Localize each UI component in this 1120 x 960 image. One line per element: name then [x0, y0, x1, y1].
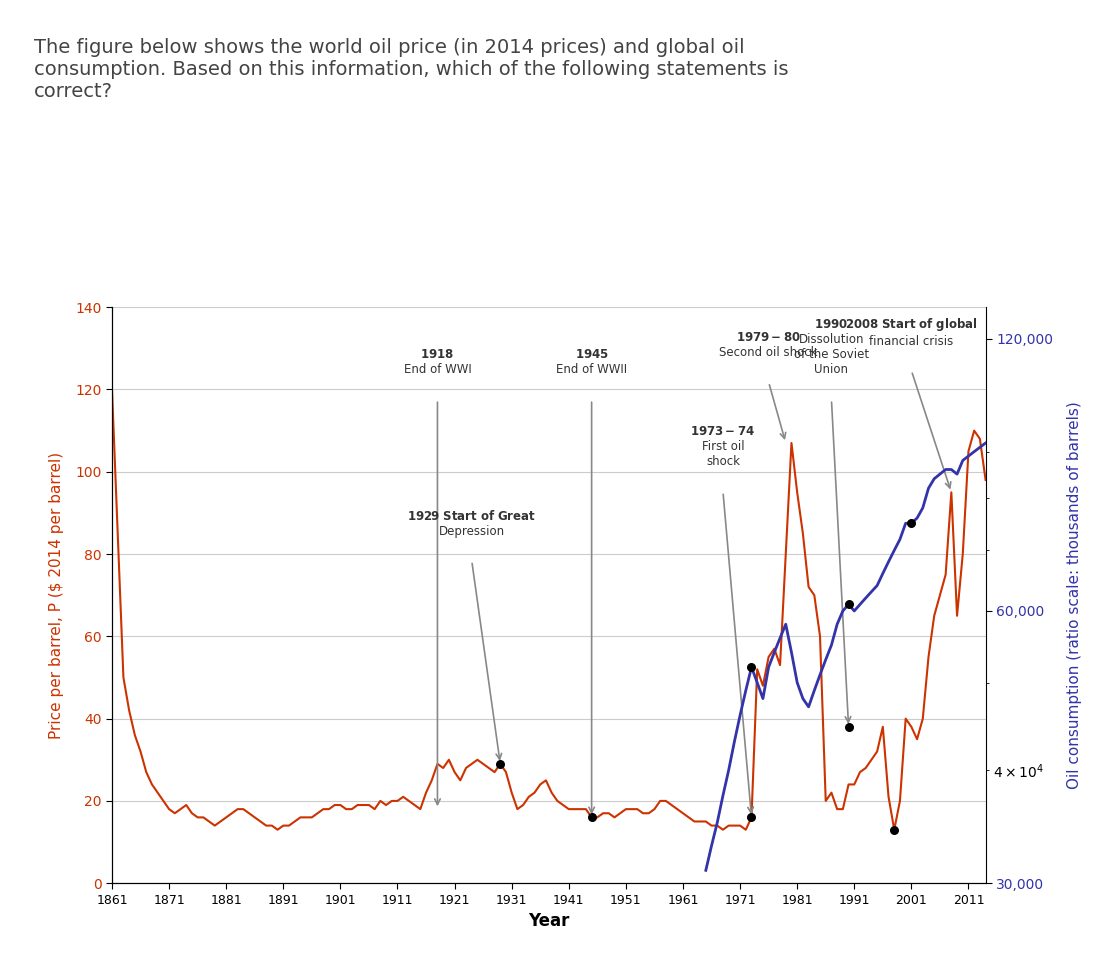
Point [743, 809, 760, 825]
Text: $\bf{1929\ Start\ of\ Great}$
Depression: $\bf{1929\ Start\ of\ Great}$ Depression [408, 509, 536, 538]
Point [885, 822, 903, 837]
Point [903, 516, 921, 531]
Point [582, 809, 600, 825]
Point [492, 756, 510, 772]
Text: $\bf{1979-80}$
Second oil shock: $\bf{1979-80}$ Second oil shock [719, 331, 818, 359]
Text: $\bf{1918}$
End of WWI: $\bf{1918}$ End of WWI [403, 348, 472, 376]
Text: $\bf{1945}$
End of WWII: $\bf{1945}$ End of WWII [556, 348, 627, 376]
Text: $\bf{1973-74}$
First oil
shock: $\bf{1973-74}$ First oil shock [690, 425, 756, 468]
Text: $\bf{1990}$
Dissolution
of the Soviet
Union: $\bf{1990}$ Dissolution of the Soviet Un… [794, 319, 869, 376]
Point [840, 597, 858, 612]
Point [840, 719, 858, 734]
Point [743, 660, 760, 675]
Text: $\bf{2008\ Start\ of\ global}$
financial crisis: $\bf{2008\ Start\ of\ global}$ financial… [846, 316, 978, 348]
X-axis label: Year: Year [529, 912, 569, 930]
Text: The figure below shows the world oil price (in 2014 prices) and global oil
consu: The figure below shows the world oil pri… [34, 38, 788, 102]
Y-axis label: Price per barrel, P ($ 2014 per barrel): Price per barrel, P ($ 2014 per barrel) [49, 451, 64, 739]
Y-axis label: Oil consumption (ratio scale: thousands of barrels): Oil consumption (ratio scale: thousands … [1067, 401, 1082, 789]
